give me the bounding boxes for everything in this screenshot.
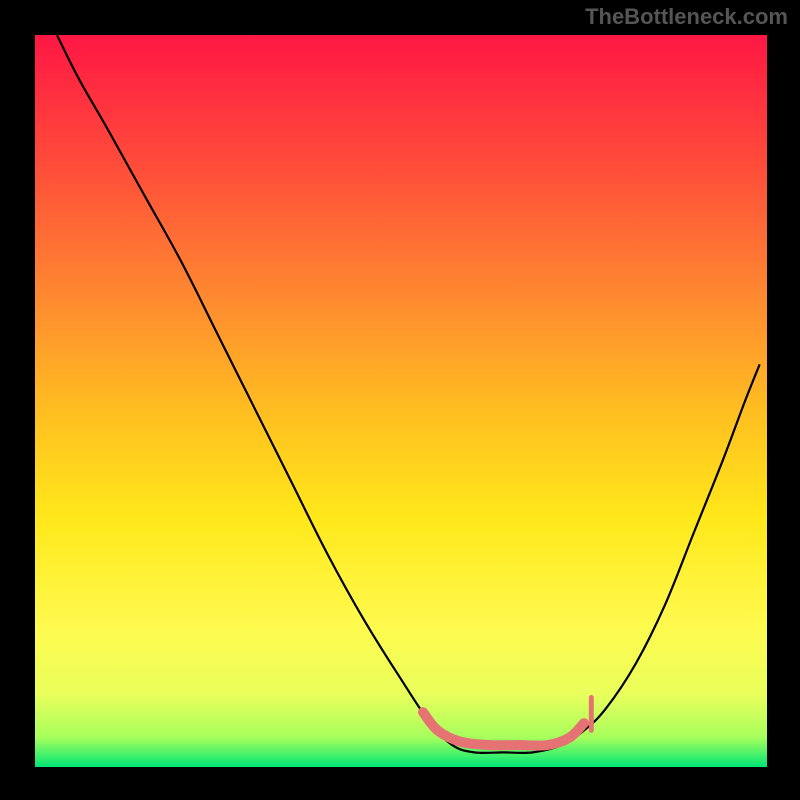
highlight-segment xyxy=(423,712,584,746)
plot-area xyxy=(35,35,767,767)
curve-layer xyxy=(35,35,767,767)
watermark-label: TheBottleneck.com xyxy=(585,4,788,30)
chart-container: TheBottleneck.com xyxy=(0,0,800,800)
bottleneck-curve xyxy=(57,35,760,753)
